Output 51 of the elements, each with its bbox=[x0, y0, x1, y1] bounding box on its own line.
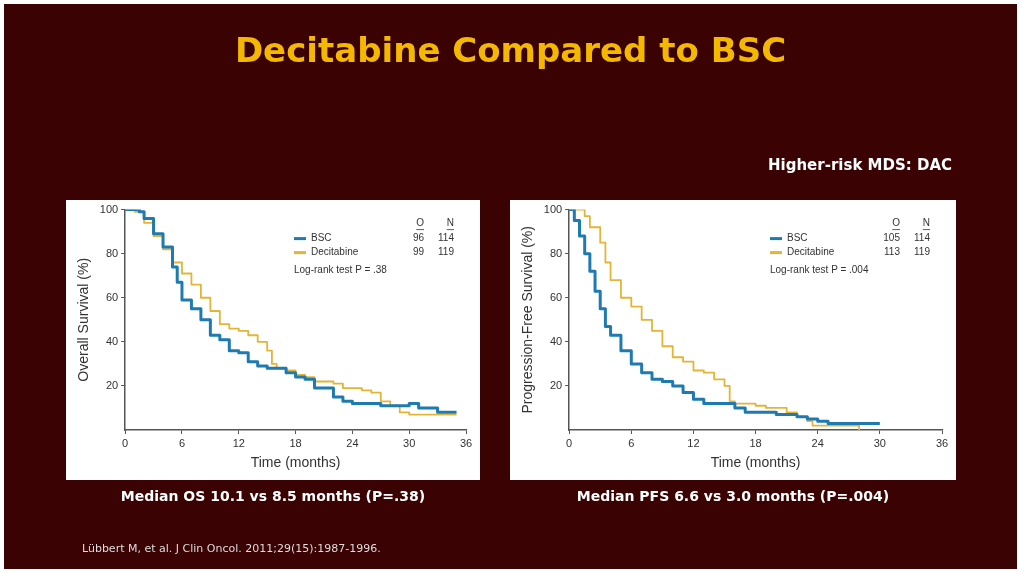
chart-title: Decitabine Compared to BSC bbox=[233, 30, 788, 70]
text: Median PFS 6.6 vs 3.0 months (P=.004) bbox=[575, 488, 891, 504]
text: Lübbert M, et al. J Clin Oncol. 2011;29(15):1987-1996. bbox=[82, 542, 381, 555]
annotation: O bbox=[416, 217, 425, 229]
y-tick-label: 20 bbox=[105, 378, 119, 391]
x-axis-title: Time (months) bbox=[250, 454, 341, 471]
x-tick-label: 0 bbox=[566, 436, 573, 449]
y-axis-title: Progression-Free Survival (%) bbox=[519, 226, 536, 414]
x-tick-label: 30 bbox=[873, 436, 886, 449]
x-tick-label: 12 bbox=[687, 436, 700, 449]
x-tick-label: 18 bbox=[289, 436, 302, 449]
annotation: Log-rank test P = .004 bbox=[770, 264, 869, 276]
y-tick-label: 100 bbox=[99, 202, 119, 215]
y-tick-label: 20 bbox=[549, 378, 563, 391]
annotation: 119 bbox=[914, 246, 931, 258]
legend-label: Decitabine bbox=[311, 246, 359, 258]
annotation: 114 bbox=[438, 232, 455, 244]
legend-label: Decitabine bbox=[787, 246, 835, 258]
y-tick-label: 80 bbox=[549, 246, 563, 259]
x-tick-label: 0 bbox=[122, 436, 129, 449]
annotation: N bbox=[446, 217, 454, 229]
chart-subtitle: Higher-risk MDS: DAC bbox=[768, 156, 953, 174]
annotation: Log-rank test P = .38 bbox=[294, 264, 388, 276]
legend-label: BSC bbox=[787, 232, 808, 244]
x-tick-label: 36 bbox=[935, 436, 949, 449]
x-tick-label: 24 bbox=[346, 436, 359, 449]
x-tick-label: 30 bbox=[403, 436, 416, 449]
annotation: 119 bbox=[438, 246, 455, 258]
y-tick-label: 40 bbox=[105, 334, 119, 347]
annotation: 96 bbox=[412, 232, 425, 244]
y-tick-label: 60 bbox=[549, 290, 563, 303]
x-tick-label: 6 bbox=[178, 436, 186, 449]
x-tick-label: 18 bbox=[749, 436, 762, 449]
x-axis-title: Time (months) bbox=[710, 454, 801, 471]
x-tick-label: 24 bbox=[811, 436, 824, 449]
y-tick-label: 80 bbox=[105, 246, 119, 259]
x-tick-label: 36 bbox=[459, 436, 473, 449]
annotation: 99 bbox=[412, 246, 425, 258]
legend-label: BSC bbox=[311, 232, 332, 244]
y-tick-label: 100 bbox=[543, 202, 563, 215]
y-tick-label: 40 bbox=[549, 334, 563, 347]
annotation: 113 bbox=[884, 246, 901, 258]
x-tick-label: 12 bbox=[232, 436, 245, 449]
annotation: 105 bbox=[883, 232, 901, 244]
annotation: O bbox=[892, 217, 901, 229]
y-axis-title: Overall Survival (%) bbox=[75, 257, 92, 382]
y-tick-label: 60 bbox=[105, 290, 119, 303]
text: Median OS 10.1 vs 8.5 months (P=.38) bbox=[119, 488, 427, 504]
annotation: N bbox=[922, 217, 930, 229]
annotation: 114 bbox=[914, 232, 931, 244]
x-tick-label: 6 bbox=[628, 436, 635, 449]
